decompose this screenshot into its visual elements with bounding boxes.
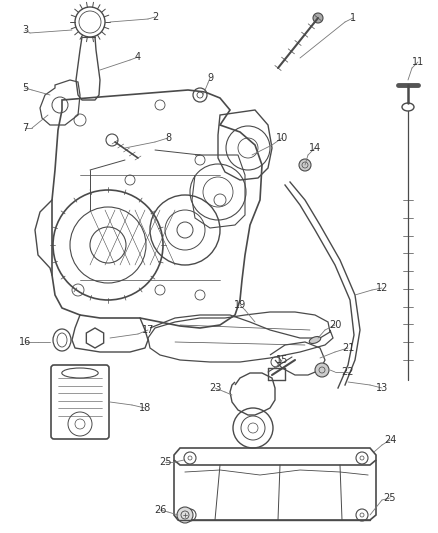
Text: 23: 23 — [209, 383, 221, 393]
Text: 25: 25 — [159, 457, 171, 467]
Text: 11: 11 — [412, 57, 424, 67]
Text: 1: 1 — [350, 13, 356, 23]
Text: 10: 10 — [276, 133, 288, 143]
Text: 4: 4 — [135, 52, 141, 62]
Circle shape — [313, 13, 323, 23]
Text: 8: 8 — [165, 133, 171, 143]
Circle shape — [177, 507, 193, 523]
Text: 7: 7 — [22, 123, 28, 133]
Text: 16: 16 — [19, 337, 31, 347]
Text: 12: 12 — [376, 283, 388, 293]
Text: 13: 13 — [376, 383, 388, 393]
Text: 22: 22 — [342, 367, 354, 377]
Text: 25: 25 — [384, 493, 396, 503]
Text: 15: 15 — [276, 355, 288, 365]
Text: 21: 21 — [342, 343, 354, 353]
Text: 9: 9 — [207, 73, 213, 83]
Text: 19: 19 — [234, 300, 246, 310]
Circle shape — [315, 363, 329, 377]
Text: 26: 26 — [154, 505, 166, 515]
Text: 17: 17 — [142, 325, 154, 335]
Text: 3: 3 — [22, 25, 28, 35]
Text: 24: 24 — [384, 435, 396, 445]
Text: 14: 14 — [309, 143, 321, 153]
Text: 2: 2 — [152, 12, 158, 22]
Text: 20: 20 — [329, 320, 341, 330]
Circle shape — [299, 159, 311, 171]
Ellipse shape — [309, 336, 321, 343]
Text: 18: 18 — [139, 403, 151, 413]
Text: 5: 5 — [22, 83, 28, 93]
